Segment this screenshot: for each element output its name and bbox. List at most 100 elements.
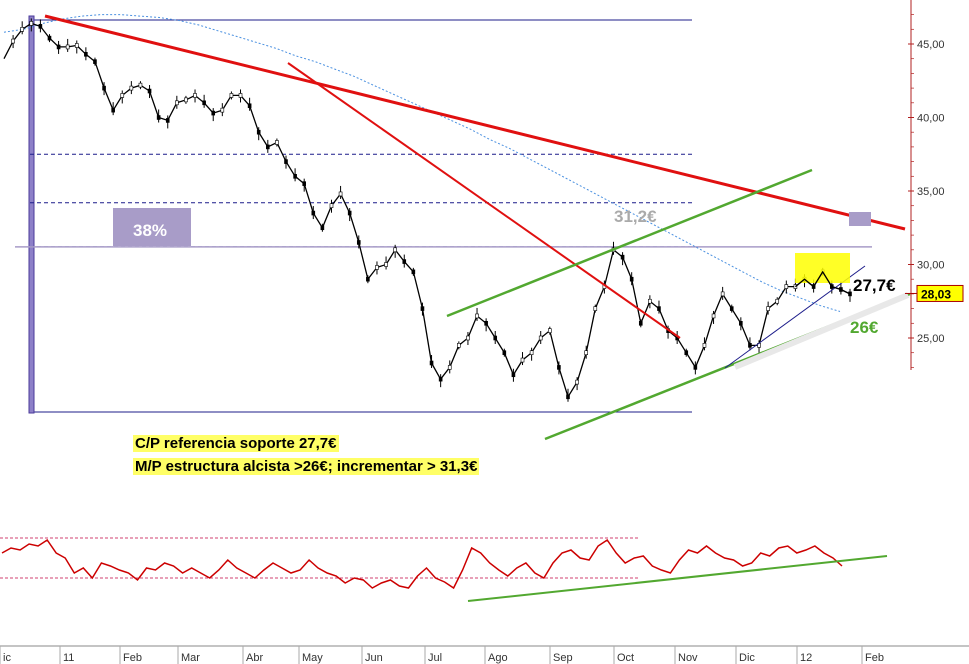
x-tick-label: Mar (181, 652, 200, 664)
x-tick-label: Oct (617, 652, 634, 664)
fib-levels (15, 15, 872, 414)
price-line (3, 22, 851, 399)
x-tick-label: Nov (678, 652, 698, 664)
price-bar-up (138, 82, 143, 88)
long-term-downtrend-line (44, 14, 906, 231)
price-bar-up (175, 100, 179, 106)
price-bar-down (693, 365, 698, 370)
price-bar-down (429, 360, 434, 366)
price-bar-down (284, 159, 288, 164)
range-marker-bar (28, 15, 35, 414)
x-tick-label: Jul (428, 652, 442, 664)
x-tick-label: Sep (553, 652, 573, 664)
price-bar-up (193, 93, 197, 98)
price-bar-up (384, 262, 388, 267)
price-bar-down (484, 320, 488, 326)
price-bar-up (129, 85, 134, 91)
price-bar-up (184, 97, 188, 103)
price-bar-down (347, 210, 352, 216)
x-tick-label: May (302, 652, 323, 664)
price-bar-up (120, 93, 125, 98)
price-bar-down (102, 85, 106, 91)
price-bar-up (766, 306, 770, 311)
y-tick-label: 40,00 (917, 113, 945, 125)
support-shadow (733, 292, 910, 370)
x-tick-label: Dic (739, 652, 755, 664)
price-bar-up (575, 379, 579, 385)
y-tick-label: 45,00 (917, 39, 945, 51)
price-bar-down (202, 100, 206, 106)
price-bar-up (29, 21, 34, 26)
retracement-badge (113, 208, 191, 246)
x-tick-label: Ago (488, 652, 508, 664)
price-bar-up (20, 26, 24, 32)
y-tick-label: 25,00 (917, 333, 945, 345)
price-bar-up (702, 343, 707, 348)
short-term-downtrend-line (287, 62, 681, 339)
last-price-label: 28,03 (921, 287, 951, 301)
price-bar-down (84, 51, 88, 57)
annotations: 38% 31,2€ 27,7€ 26€ (113, 207, 896, 337)
price-bar-down (165, 118, 170, 123)
price-bar-up (457, 343, 461, 348)
price-bar-up (775, 298, 780, 304)
price-bar-down (311, 210, 316, 216)
price-bar-down (748, 343, 752, 348)
price-bar-up (538, 335, 543, 341)
x-tick-label: 12 (800, 652, 812, 664)
price-bar-down (557, 365, 561, 370)
y-tick-label: 30,00 (917, 260, 945, 272)
oscillator-line (1, 538, 843, 590)
price-bar-up (466, 335, 470, 341)
price-bar-up (529, 350, 534, 356)
price-bar-down (356, 240, 361, 245)
x-tick-label: Abr (246, 652, 263, 664)
price-bar-down (156, 115, 161, 120)
price-line-recent (794, 270, 851, 295)
price-bar-down (256, 129, 261, 135)
price-bar-down (493, 335, 498, 341)
time-axis: ic 11 Feb Mar Abr May Jun Jul Ago Sep Oct Nov Dic 12 F… (0, 645, 969, 664)
price-bar-down (93, 59, 97, 64)
price-bar-up (238, 93, 243, 98)
price-bar-up (329, 203, 334, 208)
price-bar-up (584, 350, 588, 356)
price-bar-down (620, 254, 625, 260)
price-bar-down (211, 110, 216, 116)
price-bar-up (11, 38, 15, 44)
price-bar-up (65, 44, 70, 50)
price-bar-down (302, 181, 306, 186)
x-tick-label: Feb (865, 652, 884, 664)
x-tick-label: 11 (63, 652, 74, 664)
price-bar-up (220, 107, 225, 113)
price-bar-down (38, 24, 43, 29)
price-bar-up (711, 313, 716, 319)
price-bar-down (629, 276, 634, 282)
price-bar-down (366, 276, 370, 282)
channel-support-label: 26€ (850, 318, 879, 337)
oscillator-trend-line (467, 555, 888, 602)
price-bar-down (739, 320, 743, 326)
oscillator-panel (0, 537, 888, 602)
price-bar-down (566, 394, 570, 400)
price-bar-down (293, 174, 297, 179)
note-short-term: C/P referencia soporte 27,7€ (133, 435, 339, 452)
x-tick-label: ic (3, 652, 11, 664)
price-bar-down (247, 103, 252, 109)
consolidation-highlight (795, 253, 850, 283)
price-bar-down (266, 144, 270, 150)
price-bar-down (684, 350, 689, 356)
price-bar-up (593, 306, 598, 311)
moving-average (3, 14, 841, 312)
x-tick-label: Jun (365, 652, 383, 664)
price-bar-up (548, 328, 552, 333)
price-bar-up (229, 93, 234, 98)
price-bar-up (648, 298, 652, 304)
price-bar-up (447, 365, 452, 370)
moving-average-line (3, 14, 841, 312)
price-bar-down (638, 320, 643, 326)
y-tick-label: 35,00 (917, 186, 945, 198)
price-bar-down (657, 306, 661, 311)
price-bar-up (338, 191, 343, 197)
